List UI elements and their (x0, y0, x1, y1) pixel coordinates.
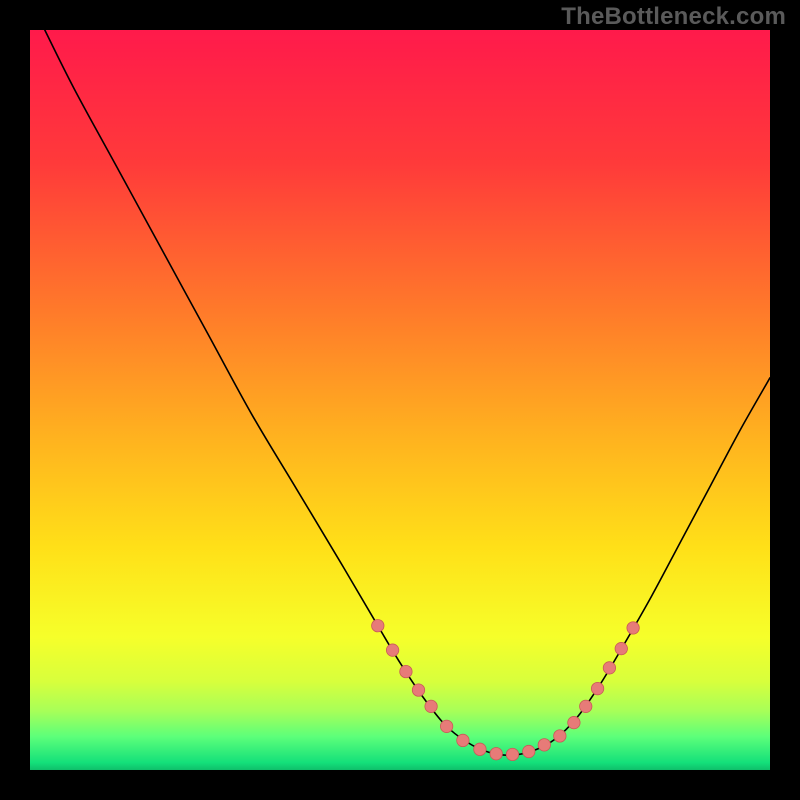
plot-svg (30, 30, 770, 770)
curve-marker (591, 682, 603, 694)
curve-marker (580, 700, 592, 712)
plot-area (30, 30, 770, 770)
curve-marker (554, 730, 566, 742)
curve-marker (506, 748, 518, 760)
curve-marker (474, 743, 486, 755)
watermark-text: TheBottleneck.com (561, 3, 786, 31)
chart-stage: TheBottleneck.com (0, 0, 800, 800)
curve-marker (490, 748, 502, 760)
curve-marker (440, 720, 452, 732)
curve-marker (372, 620, 384, 632)
curve-marker (538, 739, 550, 751)
curve-marker (568, 716, 580, 728)
curve-marker (412, 684, 424, 696)
curve-marker (627, 622, 639, 634)
curve-marker (615, 642, 627, 654)
curve-marker (603, 662, 615, 674)
curve-marker (425, 700, 437, 712)
curve-marker (400, 665, 412, 677)
gradient-background (30, 30, 770, 770)
curve-marker (457, 734, 469, 746)
curve-marker (386, 644, 398, 656)
curve-marker (523, 745, 535, 757)
